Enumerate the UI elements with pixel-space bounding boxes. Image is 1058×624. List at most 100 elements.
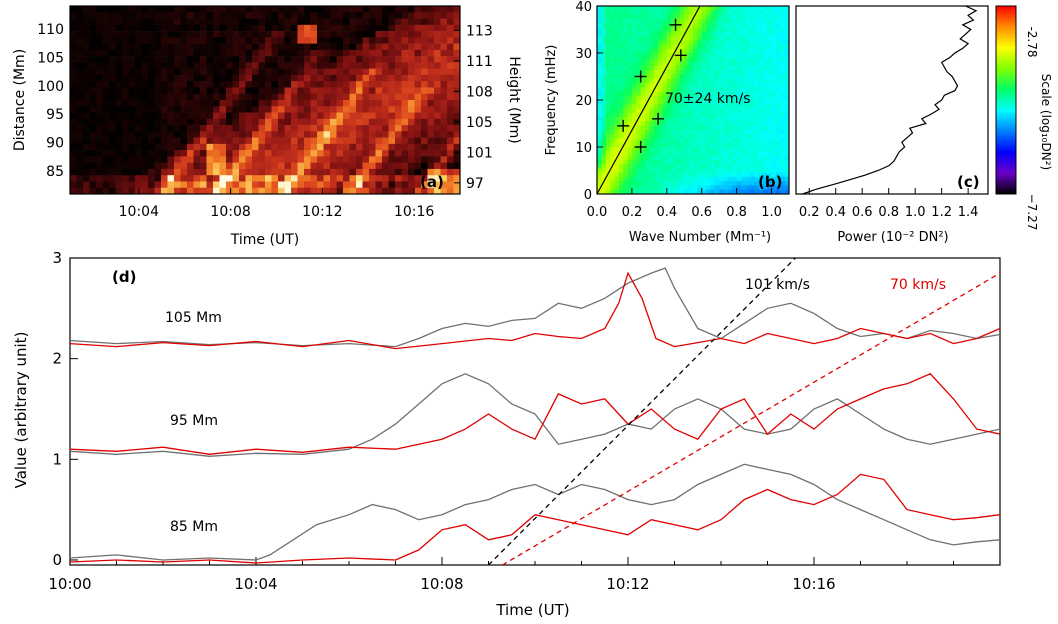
heatmap-b-cell bbox=[767, 147, 772, 152]
heatmap-b-cell bbox=[662, 185, 668, 191]
heatmap-b-cell bbox=[701, 14, 707, 20]
panel-d-speed-line bbox=[502, 272, 1000, 565]
heatmap-b-cell bbox=[688, 48, 694, 54]
heatmap-b-cell bbox=[719, 14, 724, 20]
heatmap-a-cell bbox=[382, 43, 389, 51]
heatmap-a-cell bbox=[278, 162, 285, 170]
heatmap-a-cell bbox=[395, 143, 402, 151]
heatmap-b-cell bbox=[762, 40, 768, 45]
heatmap-b-cell bbox=[719, 87, 724, 92]
heatmap-b-cell bbox=[662, 142, 668, 148]
heatmap-a-cell bbox=[258, 24, 266, 32]
heatmap-b-cell bbox=[693, 18, 698, 24]
heatmap-b-cell bbox=[727, 18, 733, 24]
heatmap-b-cell bbox=[697, 172, 703, 178]
heatmap-a-cell bbox=[304, 168, 311, 176]
heatmap-b-cell bbox=[666, 23, 672, 28]
heatmap-b-cell bbox=[688, 44, 694, 50]
heatmap-b-cell bbox=[649, 6, 655, 11]
heatmap-b-cell bbox=[684, 172, 690, 178]
heatmap-a-cell bbox=[265, 112, 272, 120]
heatmap-b-cell bbox=[636, 168, 642, 174]
heatmap-b-cell bbox=[597, 176, 602, 182]
heatmap-a-cell bbox=[362, 93, 370, 101]
heatmap-a-cell bbox=[330, 106, 337, 113]
heatmap-a-cell bbox=[362, 162, 370, 170]
heatmap-b-cell bbox=[601, 112, 607, 118]
heatmap-b-cell bbox=[701, 155, 707, 161]
heatmap-a-cell bbox=[388, 131, 396, 138]
heatmap-a-cell bbox=[310, 24, 318, 32]
heatmap-a-cell bbox=[434, 24, 441, 32]
heatmap-b-cell bbox=[767, 104, 772, 109]
heatmap-b-cell bbox=[688, 35, 694, 41]
heatmap-a-cell bbox=[193, 137, 201, 145]
heatmap-b-cell bbox=[754, 61, 759, 67]
heatmap-a-cell bbox=[102, 156, 110, 163]
heatmap-a-cell bbox=[141, 131, 149, 138]
heatmap-b-cell bbox=[666, 78, 672, 84]
heatmap-a-cell bbox=[232, 125, 240, 132]
heatmap-a-cell bbox=[122, 49, 129, 57]
heatmap-b-cell bbox=[627, 31, 633, 37]
heatmap-a-cell bbox=[453, 37, 461, 44]
heatmap-b-cell bbox=[741, 151, 746, 156]
heatmap-a-cell bbox=[76, 162, 84, 170]
heatmap-a-cell bbox=[382, 49, 389, 57]
heatmap-b-cell bbox=[697, 185, 703, 191]
heatmap-b-cell bbox=[636, 100, 642, 105]
heatmap-b-cell bbox=[623, 44, 628, 50]
heatmap-b-cell bbox=[623, 27, 628, 33]
heatmap-b-cell bbox=[723, 87, 729, 92]
heatmap-b-cell bbox=[771, 40, 777, 45]
heatmap-a-cell bbox=[304, 12, 311, 19]
heatmap-b-cell bbox=[618, 181, 624, 186]
heatmap-a-cell bbox=[135, 6, 142, 13]
heatmap-b-cell bbox=[658, 172, 663, 178]
heatmap-b-cell bbox=[780, 35, 786, 41]
heatmap-a-cell bbox=[349, 49, 357, 57]
heatmap-b-cell bbox=[762, 78, 768, 84]
heatmap-a-cell bbox=[232, 162, 240, 170]
heatmap-b-cell bbox=[706, 138, 711, 144]
heatmap-b-cell bbox=[688, 176, 694, 182]
heatmap-b-cell bbox=[706, 44, 711, 50]
heatmap-a-cell bbox=[226, 43, 233, 51]
heatmap-a-cell bbox=[200, 68, 207, 76]
heatmap-b-cell bbox=[775, 35, 781, 41]
heatmap-b-cell bbox=[605, 61, 611, 67]
heatmap-b-cell bbox=[662, 117, 668, 122]
heatmap-a-cell bbox=[148, 6, 155, 13]
heatmap-b-cell bbox=[780, 181, 786, 186]
heatmap-a-cell bbox=[336, 118, 344, 126]
heatmap-b-cell bbox=[649, 10, 655, 15]
heatmap-a-cell bbox=[206, 150, 214, 157]
heatmap-b-cell bbox=[741, 44, 746, 50]
heatmap-b-cell bbox=[614, 189, 620, 194]
heatmap-b-cell bbox=[693, 78, 698, 84]
heatmap-b-cell bbox=[714, 74, 720, 80]
heatmap-b-cell bbox=[627, 117, 633, 122]
heatmap-a-cell bbox=[343, 137, 350, 145]
heatmap-a-cell bbox=[356, 87, 363, 95]
panel-d-ytick-label: 1 bbox=[52, 450, 62, 468]
heatmap-b-cell bbox=[666, 147, 672, 152]
heatmap-a-cell bbox=[421, 181, 428, 189]
heatmap-b-cell bbox=[601, 159, 607, 165]
speed-label-black: 101 km/s bbox=[745, 277, 810, 293]
heatmap-a-cell bbox=[388, 137, 396, 145]
heatmap-b-cell bbox=[614, 82, 620, 88]
heatmap-b-cell bbox=[653, 31, 659, 37]
heatmap-a-cell bbox=[180, 156, 188, 163]
heatmap-a-cell bbox=[382, 175, 389, 182]
heatmap-a-cell bbox=[375, 18, 383, 26]
heatmap-b-cell bbox=[767, 78, 772, 84]
heatmap-b-cell bbox=[671, 134, 676, 139]
heatmap-a-cell bbox=[336, 62, 344, 69]
heatmap-b-cell bbox=[627, 91, 633, 97]
heatmap-b-cell bbox=[784, 134, 789, 139]
heatmap-a-cell bbox=[375, 74, 383, 82]
heatmap-a-cell bbox=[271, 31, 279, 38]
heatmap-b-cell bbox=[762, 95, 768, 101]
heatmap-a-cell bbox=[447, 56, 454, 63]
